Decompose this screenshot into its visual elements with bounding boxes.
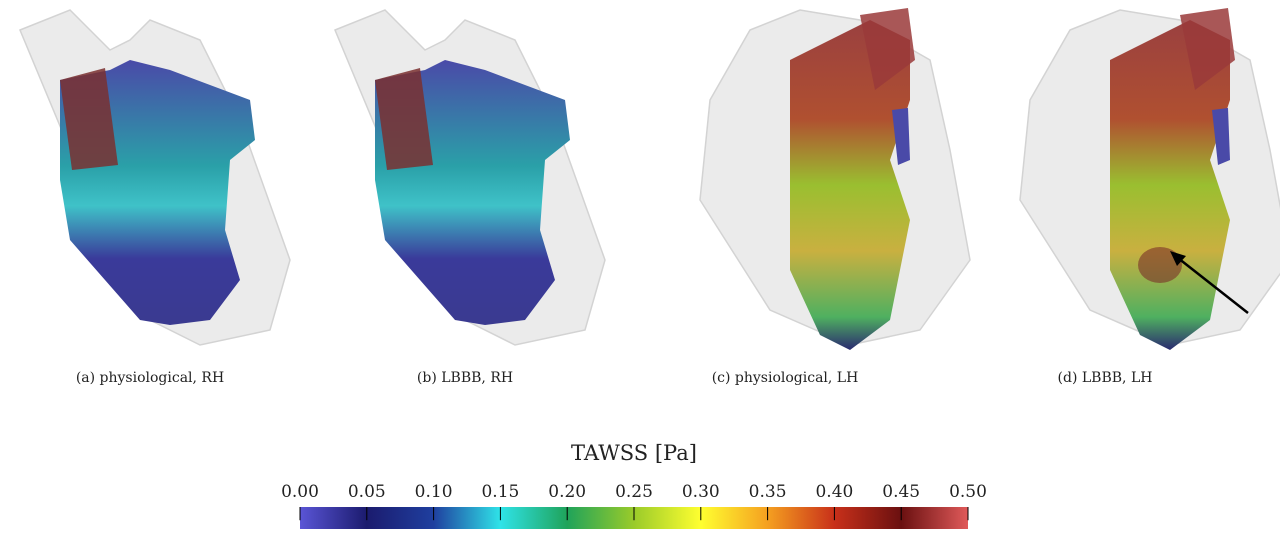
tick-label: 0.00: [281, 482, 319, 502]
tick-label: 0.05: [348, 482, 386, 502]
tick-label: 0.30: [682, 482, 720, 502]
tick-label: 0.25: [615, 482, 653, 502]
heart-render-b: [335, 10, 605, 345]
figure: (a) physiological, RH (b) LBBB, RH (c) p…: [0, 0, 1280, 537]
colorbar-title: TAWSS [Pa]: [571, 441, 697, 465]
heart-render-a: [20, 10, 290, 345]
caption: (c) physiological, LH: [712, 370, 859, 386]
tick-label: 0.20: [548, 482, 586, 502]
caption: (b) LBBB, RH: [417, 370, 513, 386]
tick-label: 0.10: [415, 482, 453, 502]
caption: (d) LBBB, LH: [1058, 370, 1153, 386]
tick-label: 0.15: [481, 482, 519, 502]
tick-label: 0.50: [949, 482, 987, 502]
heart-render-c: [700, 8, 970, 350]
caption: (a) physiological, RH: [76, 370, 224, 386]
tick-label: 0.45: [882, 482, 920, 502]
tick-label: 0.35: [749, 482, 787, 502]
heart-render-d: [1020, 8, 1280, 350]
tick-label: 0.40: [815, 482, 853, 502]
